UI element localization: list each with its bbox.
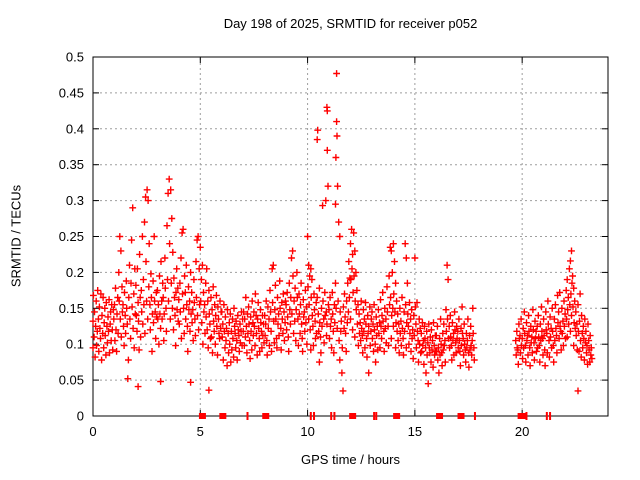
x-axis-label: GPS time / hours	[301, 452, 400, 467]
y-tick-labels: 0 0.05 0.1 0.15 0.2 0.25 0.3 0.35 0.4 0.45 0.5	[59, 50, 84, 424]
baseline-marks	[198, 412, 552, 420]
data-points	[89, 70, 596, 395]
svg-text:0.5: 0.5	[66, 50, 84, 65]
grid-lines	[95, 58, 606, 415]
svg-text:0.15: 0.15	[59, 301, 84, 316]
svg-text:0.05: 0.05	[59, 373, 84, 388]
svg-text:0: 0	[77, 409, 84, 424]
svg-text:0.45: 0.45	[59, 85, 84, 100]
svg-text:5: 5	[197, 424, 204, 439]
svg-text:15: 15	[408, 424, 422, 439]
x-tick-labels: 0 5 10 15 20	[89, 424, 529, 439]
svg-text:0.2: 0.2	[66, 265, 84, 280]
svg-text:10: 10	[300, 424, 314, 439]
svg-text:0.1: 0.1	[66, 337, 84, 352]
svg-text:0.35: 0.35	[59, 157, 84, 172]
chart-title: Day 198 of 2025, SRMTID for receiver p05…	[223, 16, 478, 31]
svg-text:0.3: 0.3	[66, 193, 84, 208]
svg-text:0: 0	[89, 424, 96, 439]
svg-text:0.25: 0.25	[59, 229, 84, 244]
svg-text:20: 20	[515, 424, 529, 439]
svg-text:0.4: 0.4	[66, 121, 84, 136]
